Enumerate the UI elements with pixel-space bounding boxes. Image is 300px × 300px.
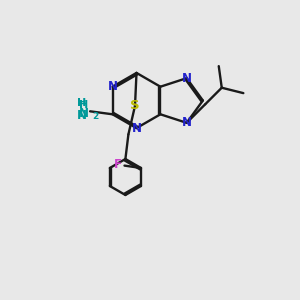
- Text: N: N: [108, 80, 118, 93]
- Text: N: N: [131, 122, 142, 135]
- Text: S: S: [130, 99, 140, 112]
- Text: N: N: [79, 107, 89, 120]
- Text: H: H: [77, 98, 87, 108]
- Text: 2: 2: [92, 112, 98, 121]
- Text: H: H: [80, 100, 89, 110]
- Text: N: N: [182, 72, 192, 85]
- Text: F: F: [114, 158, 122, 172]
- Text: N: N: [77, 109, 87, 122]
- Text: N: N: [182, 116, 192, 129]
